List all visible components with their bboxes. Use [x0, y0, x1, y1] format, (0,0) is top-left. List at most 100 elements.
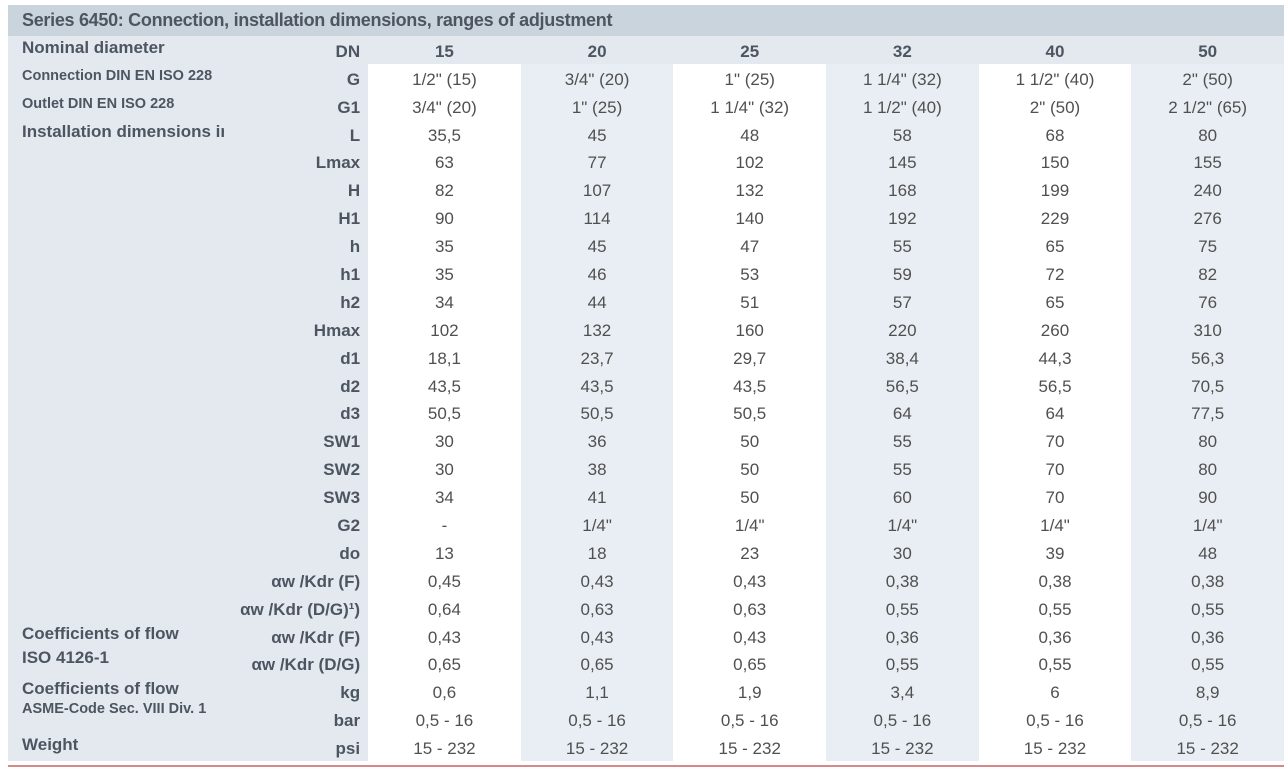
table-cell: 29,7: [673, 342, 827, 371]
table-cell: 41: [520, 482, 674, 511]
row-label-line: Coefficients of flow: [22, 679, 179, 699]
table-cell: 34: [368, 482, 521, 511]
row-symbol: h2: [224, 287, 369, 315]
table-cell: 15 - 232: [673, 733, 827, 762]
table-cell: 0,55: [1131, 649, 1284, 678]
table-cell: 68: [978, 119, 1132, 148]
table-cell: 53: [673, 259, 827, 288]
table-cell: 50: [673, 426, 827, 455]
row-symbol: G: [224, 63, 369, 92]
row-symbol: d1: [224, 342, 369, 371]
table-cell: 0,5 - 16: [673, 705, 827, 734]
table-cell: 1" (25): [673, 63, 827, 92]
table-row: bar 0,5 - 16 0,5 - 16 0,5 - 16 0,5 - 16 0,5 -…: [8, 705, 1284, 734]
table-row: Connection DIN EN ISO 228 G 1/2" (15) 3/4" …: [8, 63, 1284, 92]
table-cell: 0,38: [978, 565, 1132, 594]
table-cell: 72: [978, 259, 1132, 288]
row-symbol: SW3: [224, 482, 369, 511]
table-cell: 39: [978, 538, 1132, 566]
table-row: SW1 30 36 50 55 70 80: [8, 426, 1284, 455]
table-cell: 50,5: [520, 398, 674, 427]
table-cell: 65: [978, 231, 1132, 260]
table-cell: 13: [368, 538, 521, 566]
table-row: H1 90 114 140 192 229 276: [8, 203, 1284, 232]
table-cell: 220: [826, 314, 979, 343]
table-row: h 35 45 47 55 65 75: [8, 231, 1284, 260]
table-cell: 15 - 232: [368, 733, 521, 762]
table-cell: 76: [1131, 287, 1284, 315]
row-label-line: Coefficients of flow: [22, 623, 179, 643]
table-cell: 0,65: [520, 649, 674, 678]
table-cell: 15 - 232: [520, 733, 674, 762]
table-cell: 35: [368, 259, 521, 288]
row-symbol: d2: [224, 370, 369, 399]
table-cell: 150: [978, 147, 1132, 176]
table-cell: 0,5 - 16: [826, 705, 979, 734]
table-cell: 1/4": [978, 510, 1132, 539]
row-label: Connection DIN EN ISO 228: [8, 63, 225, 92]
row-symbol: αw /Kdr (D/G)¹): [224, 593, 369, 622]
table-row: SW3 34 41 50 60 70 90: [8, 482, 1284, 511]
table-cell: 0,65: [368, 649, 521, 678]
table-cell: 60: [826, 482, 979, 511]
table-cell: 70: [978, 482, 1132, 511]
table-cell: 70,5: [1131, 370, 1284, 399]
table-cell: 30: [368, 454, 521, 483]
table-cell: 0,43: [520, 565, 674, 594]
bottom-rule: [8, 765, 1284, 767]
table-cell: 63: [368, 147, 521, 176]
table-cell: 1 1/2" (40): [826, 91, 979, 120]
table-cell: 65: [978, 287, 1132, 315]
table-cell: 47: [673, 231, 827, 260]
table-cell: 102: [673, 147, 827, 176]
table-cell: 102: [368, 314, 521, 343]
table-cell: 107: [520, 175, 674, 204]
row-symbol: SW1: [224, 426, 369, 455]
row-symbol: SW2: [224, 454, 369, 483]
table-cell: 0,36: [978, 621, 1132, 650]
table-cell: 15 - 232: [826, 733, 979, 762]
table-cell: 0,38: [1131, 565, 1284, 594]
table-cell: 34: [368, 287, 521, 315]
table-row: Hmax 102 132 160 220 260 310: [8, 314, 1284, 343]
row-symbol: h1: [224, 259, 369, 288]
table-cell: 3,4: [826, 677, 979, 706]
table-row: Coefficients of flow ASME-Code Sec. VIII …: [8, 677, 1284, 734]
table-row: Lmax 63 77 102 145 150 155: [8, 147, 1284, 176]
table-cell: 0,43: [673, 621, 827, 650]
table-cell: 0,5 - 16: [1131, 705, 1284, 734]
table-cell: 64: [826, 398, 979, 427]
column-header: 50: [1131, 36, 1284, 64]
table-cell: 77,5: [1131, 398, 1284, 427]
table-cell: 0,63: [673, 593, 827, 622]
table-cell: 2 1/2" (65): [1131, 91, 1284, 120]
table-row: d3 50,5 50,5 50,5 64 64 77,5: [8, 398, 1284, 427]
table-cell: 132: [520, 314, 674, 343]
table-cell: 310: [1131, 314, 1284, 343]
row-label: Coefficients of flow ISO 4126-1: [8, 621, 225, 678]
row-symbol: do: [224, 538, 369, 566]
row-symbol: DN: [224, 36, 369, 64]
column-header: 32: [826, 36, 979, 64]
table-cell: 64: [978, 398, 1132, 427]
table-cell: 59: [826, 259, 979, 288]
table-cell: 1 1/2" (40): [978, 63, 1132, 92]
table-row: αw /Kdr (F) 0,45 0,43 0,43 0,38 0,38 0,38: [8, 565, 1284, 594]
table-cell: 0,65: [673, 649, 827, 678]
table-cell: 36: [520, 426, 674, 455]
table-cell: 38: [520, 454, 674, 483]
table-cell: 48: [673, 119, 827, 148]
table-cell: 229: [978, 203, 1132, 232]
row-symbol: G2: [224, 510, 369, 539]
table-cell: 45: [520, 231, 674, 260]
table-cell: 140: [673, 203, 827, 232]
table-cell: 80: [1131, 119, 1284, 148]
table-cell: 77: [520, 147, 674, 176]
table-cell: 168: [826, 175, 979, 204]
table-cell: 2" (50): [978, 91, 1132, 120]
table-cell: 35: [368, 231, 521, 260]
row-symbol: αw /Kdr (F): [224, 621, 369, 650]
table-cell: 155: [1131, 147, 1284, 176]
table-cell: 3/4" (20): [368, 91, 521, 120]
table-cell: 0,55: [826, 649, 979, 678]
